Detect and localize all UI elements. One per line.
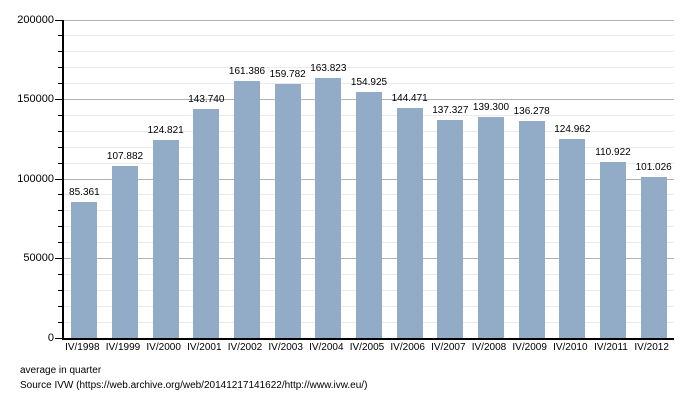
minor-gridline <box>64 67 674 69</box>
y-axis-minor-tick <box>58 146 62 148</box>
x-axis-tick-label: IV/2007 <box>431 342 466 353</box>
x-axis-tick-label: IV/2006 <box>390 342 425 353</box>
y-axis-minor-tick <box>58 226 62 228</box>
y-axis-minor-tick <box>58 273 62 275</box>
y-axis-minor-tick <box>58 194 62 196</box>
x-axis-tick-label: IV/1998 <box>65 342 100 353</box>
minor-gridline <box>64 83 674 85</box>
bar <box>559 139 586 338</box>
footer-note: average in quarter <box>20 365 102 376</box>
x-axis-tick-label: IV/1999 <box>105 342 141 353</box>
y-axis-major-tick <box>55 337 62 339</box>
bar <box>640 177 667 338</box>
x-axis-tick-label: IV/2012 <box>634 342 669 353</box>
bar-value-label: 136.278 <box>513 106 550 118</box>
footer-source: Source IVW (https://web.archive.org/web/… <box>20 379 368 391</box>
y-axis-minor-tick <box>58 289 62 291</box>
y-axis-tick-label: 200000 <box>17 13 54 26</box>
y-axis-minor-tick <box>58 130 62 132</box>
x-axis-tick-label: IV/2004 <box>309 342 344 353</box>
y-axis-minor-tick <box>58 162 62 164</box>
y-axis-minor-tick <box>58 35 62 37</box>
bar-value-label: 110.922 <box>595 146 631 158</box>
bar <box>112 166 138 338</box>
y-axis-minor-tick <box>58 242 62 244</box>
bar <box>71 202 98 338</box>
y-axis-major-tick <box>55 258 62 259</box>
minor-gridline <box>64 35 674 37</box>
y-axis-tick-label: 150000 <box>17 93 54 105</box>
bar <box>478 116 504 338</box>
x-axis-tick-label: IV/2003 <box>268 342 303 353</box>
y-axis-minor-tick <box>58 321 62 323</box>
x-axis-tick-label: IV/2011 <box>594 342 628 353</box>
bar-value-label: 161.386 <box>228 66 266 78</box>
bar-value-label: 101.026 <box>635 162 672 174</box>
bar-value-label: 124.962 <box>554 124 591 136</box>
y-axis-minor-tick <box>58 51 62 53</box>
y-axis-tick-label: 50000 <box>23 252 54 264</box>
bar <box>600 161 626 338</box>
bar-value-label: 107.882 <box>106 151 144 163</box>
x-axis-tick-label: IV/2008 <box>471 342 507 353</box>
bar-value-label: 163.823 <box>310 62 347 74</box>
x-axis-tick-label: IV/2005 <box>349 342 385 353</box>
bar-value-label: 85.361 <box>69 187 100 199</box>
bar <box>234 81 260 338</box>
x-axis-tick-label: IV/2000 <box>146 342 181 353</box>
bar <box>518 121 545 338</box>
y-axis-minor-tick <box>58 83 62 85</box>
y-axis-major-tick <box>55 178 62 180</box>
bar <box>152 139 179 338</box>
bar <box>396 108 423 338</box>
bar <box>193 109 220 338</box>
y-axis-minor-tick <box>58 305 62 307</box>
bar <box>315 77 342 338</box>
x-axis-tick-label: IV/2010 <box>553 342 588 353</box>
bar-value-label: 137.327 <box>432 104 469 116</box>
x-axis-tick-label: IV/2001 <box>187 342 222 353</box>
y-axis-tick-label: 100000 <box>17 172 54 185</box>
bar <box>356 91 382 338</box>
major-gridline <box>64 19 674 21</box>
bar-value-label: 124.821 <box>147 124 184 136</box>
bar-value-label: 143.740 <box>188 94 225 106</box>
x-axis-tick-label: IV/2002 <box>227 342 263 353</box>
bar-value-label: 144.471 <box>391 93 428 105</box>
chart-footer: average in quarter Source IVW (https://w… <box>20 364 367 393</box>
y-axis-minor-tick <box>58 67 62 69</box>
y-axis-major-tick <box>55 19 62 21</box>
y-axis-tick-label: 0 <box>47 331 54 344</box>
bar-value-label: 159.782 <box>269 68 306 80</box>
bar <box>274 83 301 338</box>
plot-area: 85.361 107.882 124.821 143.740 161.386 159.78… <box>55 19 674 340</box>
bar-value-label: 139.300 <box>472 101 510 113</box>
minor-gridline <box>64 51 674 53</box>
y-axis-major-tick <box>55 99 62 100</box>
x-axis-tick-label: IV/2009 <box>512 342 547 353</box>
y-axis-minor-tick <box>58 210 62 212</box>
y-axis-minor-tick <box>58 114 62 116</box>
bar-value-label: 154.925 <box>350 76 388 88</box>
bar <box>437 119 464 338</box>
